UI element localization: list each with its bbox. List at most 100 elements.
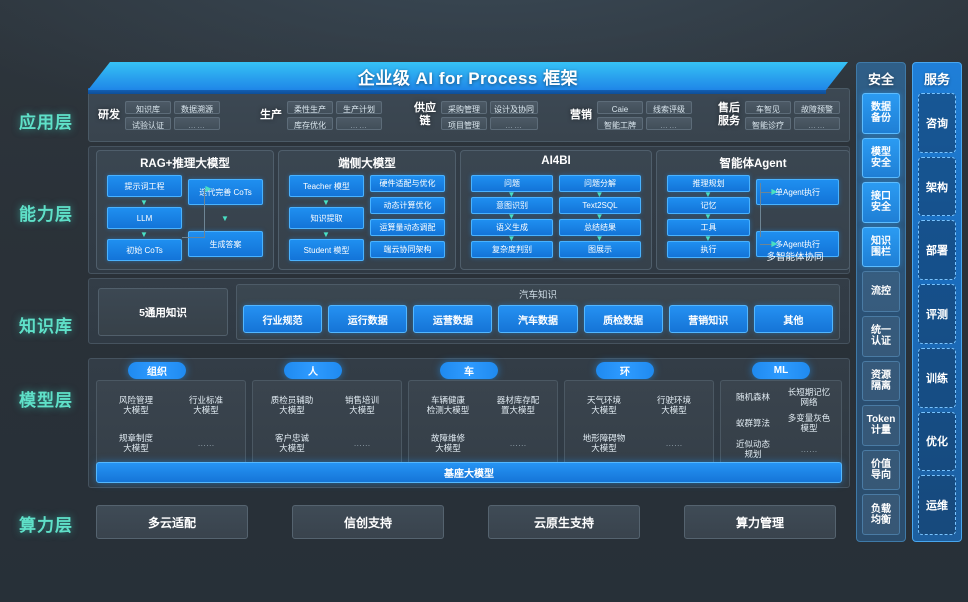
knowledge-pill[interactable]: 运行数据 (328, 305, 408, 333)
app-chip[interactable]: 生产计划 (336, 100, 382, 114)
capability-node[interactable]: 推理规划 (667, 175, 750, 192)
capability-node[interactable]: 动态计算优化 (370, 197, 445, 214)
model-cell[interactable]: …… (800, 443, 818, 454)
app-chip[interactable]: 项目管理 (441, 116, 487, 130)
capability-node[interactable]: Student 模型 (289, 239, 364, 261)
model-cell[interactable]: 故障维修 大模型 (430, 432, 465, 453)
security-item[interactable]: 数据 备份 (862, 93, 900, 134)
app-chip[interactable]: 柔性生产 (287, 100, 333, 114)
security-item[interactable]: 统一 认证 (862, 315, 900, 357)
security-item[interactable]: 流控 (862, 271, 900, 312)
security-item[interactable]: 负载 均衡 (862, 494, 900, 535)
security-item[interactable]: Token 计量 (862, 405, 900, 446)
capability-node[interactable]: Text2SQL (559, 197, 641, 214)
model-cell[interactable]: 销售培训 大模型 (344, 394, 379, 415)
security-item[interactable]: 模型 安全 (862, 137, 900, 179)
security-item[interactable]: 价值 导向 (862, 449, 900, 491)
app-chip[interactable]: 设计及协同 (490, 100, 538, 114)
knowledge-pill[interactable]: 质检数据 (583, 305, 663, 333)
app-chip[interactable]: …… (336, 116, 382, 130)
app-chip[interactable]: 车智见 (745, 100, 791, 114)
model-group-tag-0[interactable]: 组织 (128, 362, 186, 379)
app-chip[interactable]: …… (646, 116, 692, 130)
model-cell[interactable]: …… (509, 437, 527, 448)
knowledge-pill[interactable]: 其他 (753, 305, 833, 333)
capability-node[interactable]: 硬件适配与优化 (370, 175, 445, 192)
model-cell[interactable]: 车辆健康 检测大模型 (426, 394, 470, 415)
app-chip[interactable]: 数据溯源 (174, 100, 220, 114)
model-cell[interactable]: 蚁群算法 (735, 417, 770, 428)
capability-node[interactable]: 初始 CoTs (107, 239, 182, 261)
capability-node[interactable]: 意图识别 (471, 197, 553, 214)
security-item[interactable]: 知识 围栏 (862, 226, 900, 268)
security-item[interactable]: 接口 安全 (862, 182, 900, 223)
app-chip[interactable]: 故障预警 (794, 100, 840, 114)
knowledge-pill[interactable]: 汽车数据 (498, 305, 578, 333)
knowledge-pill[interactable]: 行业规范 (243, 305, 323, 333)
capability-node[interactable]: Teacher 模型 (289, 175, 364, 197)
capability-node[interactable]: 图展示 (559, 241, 641, 258)
compute-button-3[interactable]: 算力管理 (684, 505, 836, 539)
model-cell[interactable]: 地形障碍物 大模型 (582, 432, 626, 453)
capability-node[interactable]: 运算量动态调配 (370, 219, 445, 236)
service-item[interactable]: 咨询 (918, 93, 956, 153)
app-chip[interactable]: 库存优化 (287, 116, 333, 130)
capability-node[interactable]: LLM (107, 207, 182, 229)
model-cell[interactable]: 天气环境 大模型 (586, 394, 621, 415)
model-group-tag-2[interactable]: 车 (440, 362, 498, 379)
capability-node[interactable]: 生成答案 (188, 231, 263, 257)
model-cell[interactable]: 近似动态 规划 (735, 438, 770, 459)
capability-node[interactable]: 工具 (667, 219, 750, 236)
service-item[interactable]: 优化 (918, 411, 956, 472)
app-chip[interactable]: 智能工牌 (597, 116, 643, 130)
app-chip[interactable]: …… (174, 116, 220, 130)
model-cell[interactable]: 客户忠诚 大模型 (274, 432, 309, 453)
app-chip[interactable]: 试验认证 (125, 116, 171, 130)
capability-node[interactable]: 复杂度判别 (471, 241, 553, 258)
service-item[interactable]: 运维 (918, 475, 956, 536)
app-chip[interactable]: …… (794, 116, 840, 130)
model-cell[interactable]: 风险管理 大模型 (118, 394, 153, 415)
app-chip[interactable]: Caie (597, 100, 643, 114)
compute-button-1[interactable]: 信创支持 (292, 505, 444, 539)
capability-node[interactable]: 问题 (471, 175, 553, 192)
base-model-bar[interactable]: 基座大模型 (96, 462, 842, 483)
service-item[interactable]: 训练 (918, 347, 956, 408)
service-item[interactable]: 架构 (918, 156, 956, 217)
compute-button-2[interactable]: 云原生支持 (488, 505, 640, 539)
model-group-tag-3[interactable]: 环 (596, 362, 654, 379)
knowledge-generic-box[interactable]: 5通用知识 (98, 288, 228, 336)
capability-node[interactable]: 知识提取 (289, 207, 364, 229)
model-cell[interactable]: 长短期记忆 网络 (787, 386, 831, 407)
model-cell[interactable]: …… (353, 437, 371, 448)
model-cell[interactable]: …… (665, 437, 683, 448)
capability-node[interactable]: 记忆 (667, 197, 750, 214)
knowledge-pill[interactable]: 营销知识 (668, 305, 748, 333)
capability-node[interactable]: 提示词工程 (107, 175, 182, 197)
capability-node[interactable]: 端云协同架构 (370, 241, 445, 258)
capability-node[interactable]: 语义生成 (471, 219, 553, 236)
capability-node[interactable]: 问题分解 (559, 175, 641, 192)
capability-node[interactable]: 迭代完善 CoTs (188, 179, 263, 205)
model-cell[interactable]: 行驶环境 大模型 (656, 394, 691, 415)
model-group-tag-1[interactable]: 人 (284, 362, 342, 379)
model-cell[interactable]: 行业标准 大模型 (188, 394, 223, 415)
knowledge-pill[interactable]: 运营数据 (413, 305, 493, 333)
model-cell[interactable]: 规章制度 大模型 (118, 432, 153, 453)
app-chip[interactable]: 知识库 (125, 100, 171, 114)
model-cell[interactable]: …… (197, 437, 215, 448)
compute-button-0[interactable]: 多云适配 (96, 505, 248, 539)
app-chip[interactable]: …… (490, 116, 538, 130)
app-chip[interactable]: 采购管理 (441, 100, 487, 114)
model-cell[interactable]: 器材库存配 置大模型 (496, 394, 540, 415)
service-item[interactable]: 评测 (918, 284, 956, 344)
capability-node[interactable]: 执行 (667, 241, 750, 258)
model-cell[interactable]: 多变量灰色 模型 (787, 412, 831, 433)
service-item[interactable]: 部署 (918, 220, 956, 281)
app-chip[interactable]: 智能诊疗 (745, 116, 791, 130)
model-group-tag-4[interactable]: ML (752, 362, 810, 379)
model-cell[interactable]: 质检员辅助 大模型 (270, 394, 314, 415)
security-item[interactable]: 资源 隔离 (862, 360, 900, 402)
capability-node[interactable]: 总结结果 (559, 219, 641, 236)
model-cell[interactable]: 随机森林 (735, 391, 770, 402)
